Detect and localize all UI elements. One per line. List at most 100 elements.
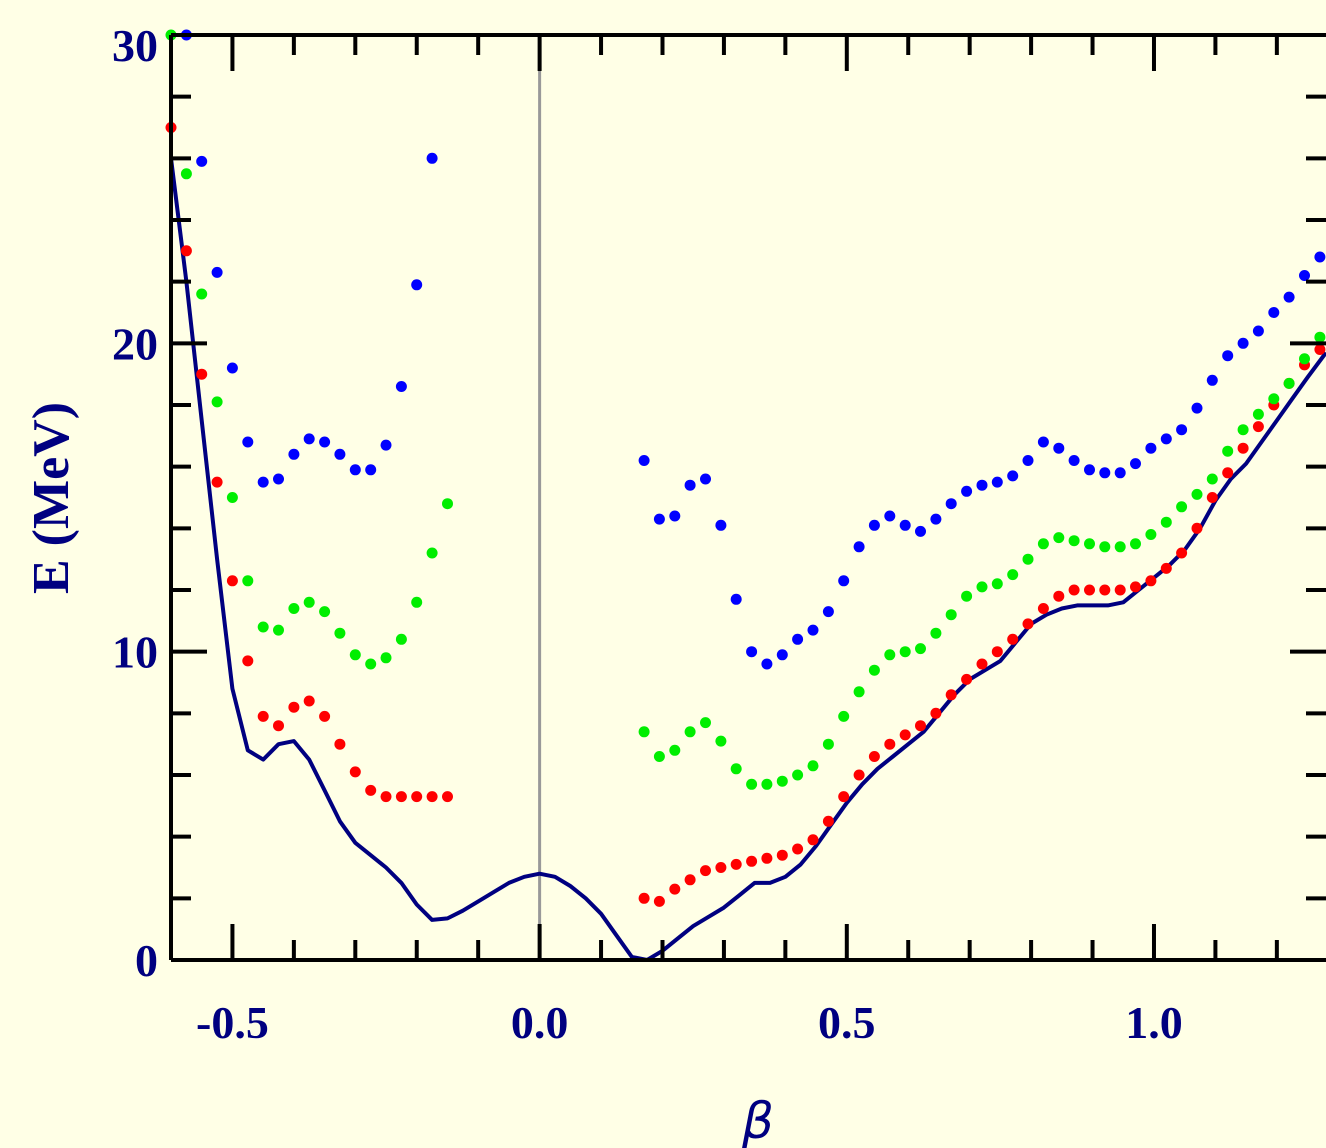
data-point <box>257 476 269 488</box>
data-point <box>211 396 223 408</box>
data-point <box>303 695 315 707</box>
data-point <box>1268 307 1280 318</box>
data-point <box>1099 584 1111 596</box>
data-point <box>853 769 865 781</box>
data-point <box>380 791 392 803</box>
data-point <box>700 865 711 877</box>
data-point <box>242 575 254 587</box>
data-point <box>976 581 988 593</box>
data-point <box>319 436 331 448</box>
data-point <box>1068 535 1080 547</box>
data-point <box>838 791 850 803</box>
y-tick-label: 30 <box>112 20 158 71</box>
data-point <box>1053 532 1065 544</box>
data-point <box>822 738 834 750</box>
data-point <box>334 738 346 750</box>
data-point <box>930 707 942 719</box>
data-point <box>1299 270 1310 281</box>
data-point <box>411 791 423 803</box>
data-point <box>1037 538 1049 550</box>
data-point <box>1007 470 1019 482</box>
data-point <box>303 433 315 445</box>
data-point <box>638 455 650 466</box>
data-point <box>1176 424 1188 436</box>
data-point <box>1084 538 1095 550</box>
data-point <box>365 658 377 670</box>
data-point <box>1314 344 1326 355</box>
x-tick-label: -0.5 <box>196 997 269 1048</box>
data-point <box>868 664 880 676</box>
data-point <box>945 609 957 621</box>
data-point <box>730 858 742 870</box>
y-tick-label: 20 <box>112 318 158 369</box>
y-tick-label: 0 <box>135 935 158 986</box>
data-point <box>761 778 773 790</box>
data-point <box>380 439 392 451</box>
data-point <box>442 791 453 803</box>
data-point <box>822 606 834 618</box>
data-point <box>961 485 973 497</box>
data-point <box>1037 603 1049 614</box>
y-tick-label: 10 <box>112 627 158 678</box>
data-point <box>1130 458 1141 470</box>
data-point <box>1283 291 1295 303</box>
data-point <box>1314 331 1326 343</box>
data-point <box>395 381 407 392</box>
data-point <box>1099 467 1111 479</box>
data-point <box>684 479 696 491</box>
data-point <box>288 701 300 713</box>
data-point <box>1037 436 1049 448</box>
data-point <box>746 855 758 867</box>
data-point <box>273 473 284 485</box>
potential-energy-curve <box>169 158 1326 962</box>
data-point <box>792 843 804 855</box>
data-point <box>653 513 665 525</box>
point-series-1 <box>165 122 1326 907</box>
data-point <box>226 362 238 374</box>
data-point <box>915 525 926 537</box>
data-point <box>776 775 788 787</box>
data-point <box>884 649 896 661</box>
data-point <box>257 621 269 633</box>
data-point <box>334 448 346 460</box>
data-point <box>1206 374 1218 386</box>
data-point <box>776 849 788 861</box>
data-point <box>638 892 650 904</box>
data-point <box>319 606 331 618</box>
data-point <box>1176 547 1188 559</box>
data-point <box>1130 581 1141 593</box>
data-point <box>822 815 834 827</box>
data-point <box>792 769 804 781</box>
data-point <box>1206 492 1218 503</box>
data-point <box>365 784 377 796</box>
data-point <box>1222 445 1234 457</box>
data-point <box>242 655 254 667</box>
data-point <box>180 168 192 180</box>
data-point <box>1068 584 1080 596</box>
data-point <box>715 862 727 873</box>
data-point <box>730 763 742 775</box>
data-point <box>242 436 254 448</box>
data-point <box>211 266 223 278</box>
data-point <box>411 596 423 608</box>
data-point <box>1114 541 1126 553</box>
data-point <box>961 673 973 685</box>
data-point <box>1084 584 1095 596</box>
data-point <box>196 155 208 167</box>
data-point <box>915 643 926 655</box>
data-point <box>1222 350 1234 362</box>
data-point <box>365 464 377 476</box>
data-point <box>776 649 788 661</box>
data-point <box>1130 538 1141 550</box>
data-point <box>411 279 423 291</box>
data-point <box>1022 455 1034 466</box>
data-point <box>930 513 942 525</box>
data-point <box>1283 377 1295 389</box>
data-point <box>1114 584 1126 596</box>
data-point <box>1299 353 1310 365</box>
data-point <box>746 778 758 790</box>
data-point <box>945 498 957 510</box>
data-point <box>1022 618 1034 630</box>
data-point <box>1191 488 1203 500</box>
